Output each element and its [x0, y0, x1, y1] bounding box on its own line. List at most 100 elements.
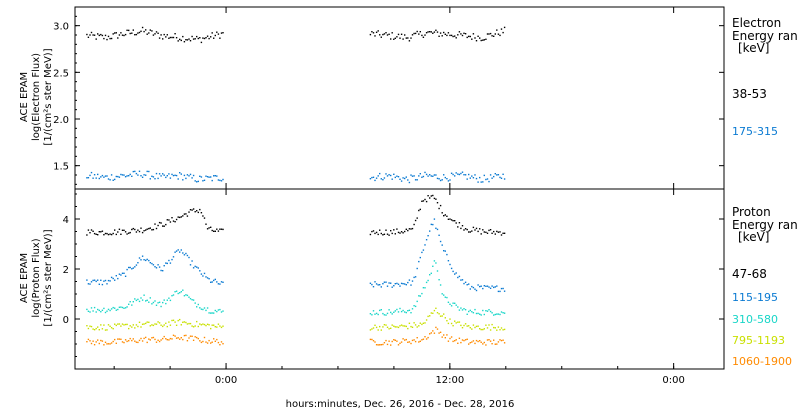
data-point [430, 175, 432, 177]
data-point [171, 173, 173, 176]
data-point [199, 340, 201, 342]
data-point [158, 221, 161, 224]
data-point [135, 324, 138, 326]
data-point [197, 325, 199, 328]
data-point [220, 228, 223, 230]
data-point [386, 175, 389, 177]
data-point [464, 228, 467, 230]
data-point [208, 176, 210, 178]
data-point [385, 324, 387, 326]
data-point [87, 310, 90, 312]
top-legend-title-3: [keV] [738, 41, 769, 55]
data-point [174, 291, 176, 293]
data-point [464, 323, 467, 325]
data-point [400, 231, 403, 233]
data-point [386, 285, 389, 287]
data-point [485, 324, 487, 326]
data-point [126, 268, 128, 271]
data-point [141, 231, 144, 234]
top-ylabel-line-3: [1/(cm²s ster MeV)] [43, 48, 54, 145]
data-point [419, 173, 421, 175]
data-point [210, 176, 212, 178]
data-point [188, 256, 190, 259]
data-point [399, 232, 401, 234]
data-point [165, 176, 167, 179]
data-point [397, 283, 400, 285]
data-point [90, 307, 93, 309]
data-point [123, 307, 125, 309]
data-point [469, 288, 471, 290]
data-point [143, 230, 145, 232]
data-point [422, 175, 425, 178]
data-point [175, 337, 178, 339]
data-point [189, 335, 192, 337]
data-point [379, 172, 381, 175]
data-point [129, 325, 131, 327]
data-point [418, 33, 420, 35]
data-point [222, 178, 224, 181]
data-point [438, 313, 440, 315]
data-point [383, 33, 386, 35]
data-point [488, 324, 490, 326]
data-point [450, 322, 453, 325]
data-point [457, 173, 459, 175]
data-point [222, 32, 224, 34]
data-point [396, 228, 398, 230]
data-point [191, 209, 193, 211]
data-point [430, 312, 432, 314]
data-point [123, 272, 125, 274]
data-point [500, 339, 503, 342]
data-point [464, 309, 467, 311]
data-point [394, 310, 396, 312]
data-point [435, 198, 437, 200]
data-point [140, 227, 142, 229]
data-point [141, 26, 144, 29]
data-point [385, 281, 387, 283]
data-point [385, 173, 387, 175]
data-point [118, 34, 121, 36]
data-point [377, 233, 379, 236]
data-point [107, 233, 110, 236]
data-point [404, 34, 406, 36]
data-point [104, 279, 107, 282]
data-point [213, 338, 215, 340]
data-point [436, 270, 439, 272]
data-point [109, 343, 111, 345]
data-point [166, 299, 168, 301]
data-point [110, 233, 113, 236]
data-point [87, 338, 90, 341]
data-point [188, 175, 190, 177]
data-point [95, 311, 97, 313]
data-point [87, 229, 90, 231]
data-point [493, 230, 495, 233]
data-point [115, 32, 117, 34]
data-point [425, 173, 428, 176]
top-legend-title-1: Electron [732, 16, 781, 30]
data-point [433, 197, 436, 200]
data-point [166, 262, 168, 265]
data-point [399, 307, 401, 310]
data-point [165, 223, 167, 226]
bottom-legend: Proton Energy ran [keV] 47-68 115-195 31… [732, 205, 798, 368]
data-point [155, 31, 158, 33]
top-ylabel-line-2: log(Electron Flux) [31, 53, 42, 141]
data-point [472, 33, 475, 35]
data-point [206, 35, 209, 37]
data-point [191, 177, 193, 179]
data-point [200, 212, 203, 214]
data-point [463, 324, 465, 327]
data-point [435, 29, 437, 31]
data-point [151, 175, 153, 177]
data-point [425, 200, 428, 203]
data-point [477, 230, 479, 233]
data-point [110, 37, 113, 40]
data-point [391, 324, 393, 326]
data-point [104, 341, 107, 343]
data-point [112, 328, 114, 330]
data-point [185, 213, 187, 215]
data-point [210, 327, 212, 330]
data-point [124, 307, 127, 309]
data-point [92, 279, 94, 282]
data-point [174, 251, 176, 253]
